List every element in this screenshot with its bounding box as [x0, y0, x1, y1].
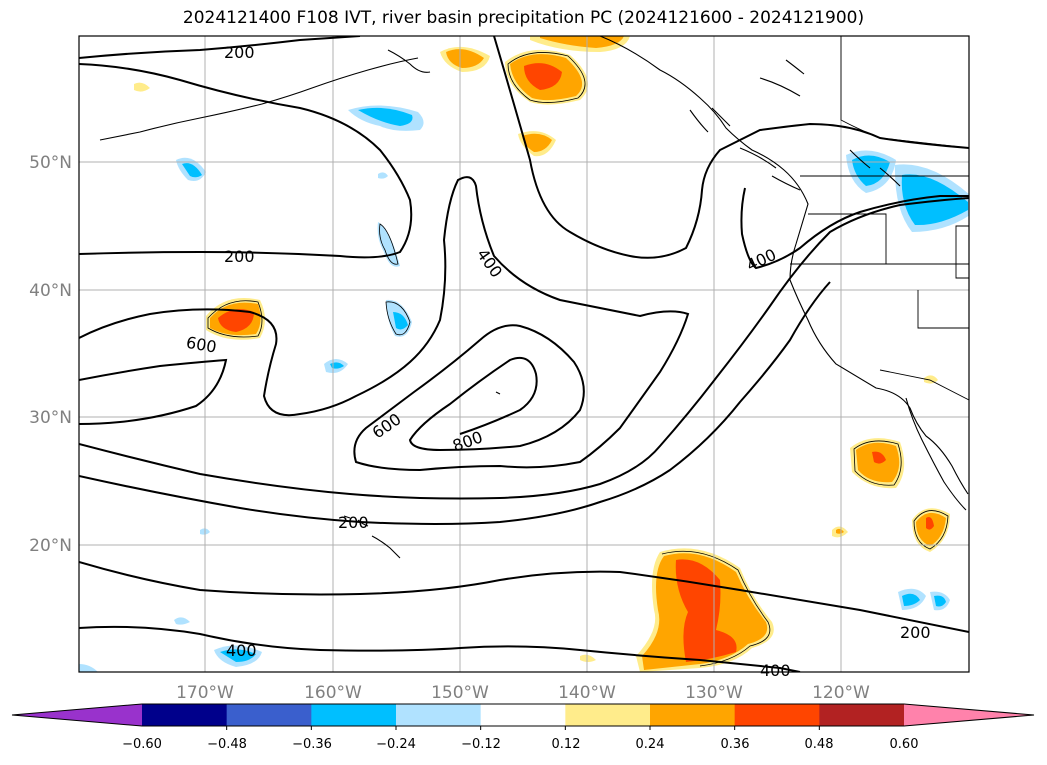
coastlines: [99, 36, 969, 559]
colorbar-tick-label: −0.24: [376, 737, 416, 752]
colorbar-segment: [734, 704, 820, 726]
lat-tick-label: 20°N: [29, 536, 72, 556]
lon-tick-label: 170°W: [176, 683, 234, 703]
negative-precip-patches: [79, 105, 969, 672]
colorbar-segment: [142, 704, 228, 726]
map-frame: [78, 35, 970, 673]
lat-tick-label: 50°N: [29, 153, 72, 173]
colorbar-tick-label: 0.12: [552, 737, 581, 752]
contour-label: 200: [224, 247, 255, 266]
lon-tick-label: 160°W: [304, 683, 362, 703]
gridlines: [79, 36, 969, 672]
colorbar-tick-label: 0.36: [721, 737, 750, 752]
colorbar-tick-label: 0.24: [636, 737, 665, 752]
lon-tick-label: 120°W: [812, 683, 870, 703]
colorbar-tick-label: −0.36: [292, 737, 332, 752]
colorbar-tick-label: 0.60: [890, 737, 919, 752]
colorbar-segment: [565, 704, 651, 726]
lon-tick-labels: 170°W 160°W 150°W 140°W 130°W 120°W: [176, 683, 870, 703]
lon-tick-label: 150°W: [431, 683, 489, 703]
lat-tick-labels: 50°N 40°N 30°N 20°N: [29, 153, 72, 556]
colorbar-segment: [819, 704, 905, 726]
colorbar-segment: [480, 704, 566, 726]
contour-label: 400: [760, 661, 791, 680]
patch-outlines: [207, 52, 949, 667]
colorbar-segment: [396, 704, 482, 726]
colorbar: [11, 703, 1035, 730]
state-borders: [790, 36, 969, 401]
colorbar-tick-label: −0.48: [207, 737, 247, 752]
colorbar-tick-label: −0.60: [122, 737, 162, 752]
lon-tick-label: 140°W: [558, 683, 616, 703]
lat-tick-label: 40°N: [29, 281, 72, 301]
lat-tick-label: 30°N: [29, 408, 72, 428]
colorbar-tick-label: −0.12: [461, 737, 501, 752]
contour-label: 200: [900, 623, 931, 642]
colorbar-segment: [311, 704, 397, 726]
ivt-contours: [79, 36, 969, 672]
colorbar-tick-labels: −0.60 −0.48 −0.36 −0.24 −0.12 0.12 0.24 …: [122, 737, 918, 752]
contour-label: 200: [338, 513, 369, 532]
lon-tick-label: 130°W: [685, 683, 743, 703]
colorbar-segment: [650, 704, 736, 726]
colorbar-tick-label: 0.48: [805, 737, 834, 752]
colorbar-outline: [11, 703, 1035, 727]
colorbar-extend-max: [904, 704, 1034, 726]
map-title: 2024121400 F108 IVT, river basin precipi…: [182, 8, 865, 28]
colorbar-segment: [226, 704, 312, 726]
colorbar-extend-min: [12, 704, 142, 726]
contour-label: 400: [226, 641, 257, 660]
contour-label: 200: [224, 43, 255, 62]
